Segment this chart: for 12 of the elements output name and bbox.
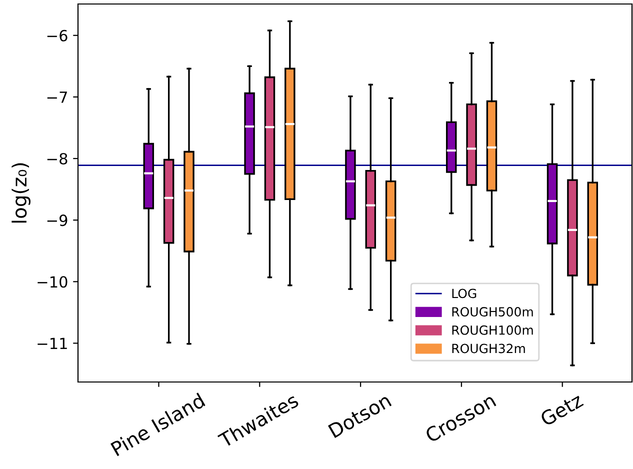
y-tick-label: −8 (47, 152, 68, 165)
y-axis-title: log(z₀) (12, 163, 30, 223)
legend-label: ROUGH500m (452, 307, 533, 317)
y-tick-label: −7 (47, 92, 67, 103)
legend-label: ROUGH100m (452, 325, 533, 335)
y-tick-label: −10 (38, 276, 68, 288)
y-tick-label: −9 (47, 214, 68, 226)
y-tick-label: −6 (47, 30, 68, 42)
legend-label: LOG (452, 288, 476, 298)
y-tick-label: −11 (38, 338, 67, 350)
x-tick-label: Getz (539, 392, 584, 427)
legend-label: ROUGH32m (452, 344, 525, 354)
